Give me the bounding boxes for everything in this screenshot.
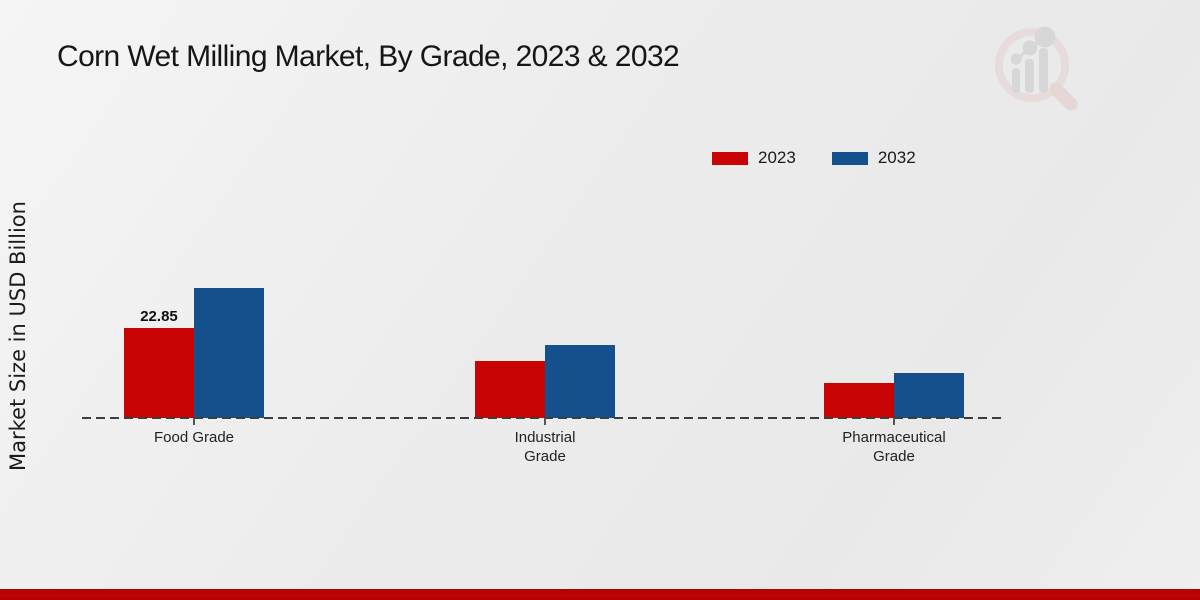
legend-label-2023: 2023 [758,148,796,167]
category-label-line: Food Grade [153,429,235,446]
legend-swatch-2032 [831,151,868,165]
trend-dot-large [1034,26,1056,48]
logo-bar-tall [1039,48,1048,93]
x-axis-tick-pharmaceutical [893,418,895,425]
category-label-line: Grade [873,448,915,465]
legend-label-2032: 2032 [877,148,916,167]
category-label-pharmaceutical-grade: Pharmaceutical Grade [814,428,974,466]
magnifier-handle [1049,82,1078,111]
x-axis-dashed-line [82,417,1003,419]
magnifier-ring [995,28,1069,102]
x-axis-tick-industrial [544,418,546,425]
category-label-food-grade: Food Grade [114,428,274,447]
bar-industrial-grade-2032 [545,345,615,418]
logo-bar-short [1012,68,1020,93]
category-label-industrial-grade: Industrial Grade [465,428,625,466]
legend: 2023 2032 [712,148,916,168]
category-label-line: Pharmaceutical [842,429,946,446]
legend-item-2032: 2032 [831,148,916,168]
x-axis-tick-food [193,418,195,425]
legend-item-2023: 2023 [712,148,796,168]
bar-pharmaceutical-grade-2023 [824,383,894,418]
value-label-food-2023: 22.85 [140,308,178,325]
logo-bar-medium [1025,59,1034,93]
category-label-line: Industrial [514,429,576,446]
trend-dot-medium [1022,40,1038,56]
bar-food-grade-2023 [124,328,194,418]
magnifier-logo-watermark [995,26,1078,111]
chart-title: Corn Wet Milling Market, By Grade, 2023 … [57,40,680,73]
bottom-brand-bar [0,589,1200,600]
bar-industrial-grade-2023 [475,361,545,418]
category-label-line: Grade [524,448,566,465]
bar-food-grade-2032 [194,288,264,418]
trend-dot-small [1010,53,1022,65]
bar-pharmaceutical-grade-2032 [894,373,964,418]
legend-swatch-2023 [712,151,748,165]
